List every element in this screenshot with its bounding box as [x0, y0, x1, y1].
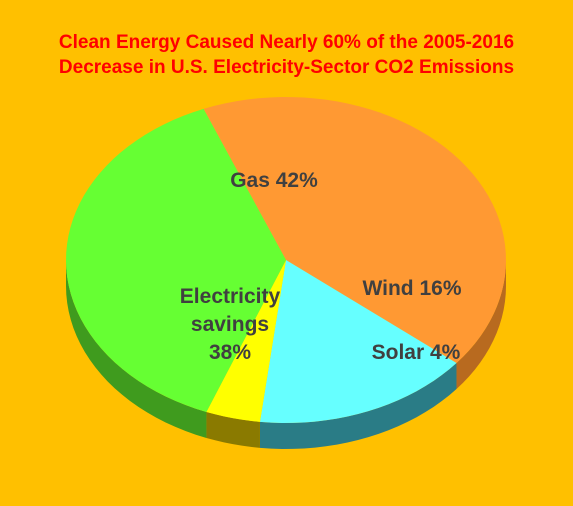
pie-side-gas-42	[456, 260, 506, 390]
pie-label-solar-4: Solar 4%	[372, 341, 461, 364]
pie-label-electricity-savings-38: Electricity savings 38%	[180, 285, 281, 364]
pie-label-gas-42: Gas 42%	[230, 169, 318, 192]
pie-side-electricity-savings-38	[66, 260, 207, 438]
pie-slice-gas-42	[203, 97, 506, 364]
pie-slice-solar-4	[206, 260, 286, 422]
pie-sides	[66, 260, 506, 449]
pie-slices	[66, 97, 506, 423]
pie-label-wind-16: Wind 16%	[363, 277, 462, 300]
pie-side-wind-16	[259, 363, 457, 449]
pie-slice-electricity-savings-38	[66, 108, 286, 412]
pie-labels: Gas 42% Wind 16% Solar 4% Electricity saving…	[180, 169, 462, 364]
pie-side-solar-4	[206, 411, 260, 448]
chart-title: Clean Energy Caused Nearly 60% of the 20…	[0, 30, 573, 80]
chart-title-line-1: Clean Energy Caused Nearly 60% of the 20…	[58, 32, 515, 53]
chart-title-line-2: Decrease in U.S. Electricity-Sector CO2 …	[58, 57, 515, 78]
pie-slice-wind-16	[259, 260, 457, 423]
